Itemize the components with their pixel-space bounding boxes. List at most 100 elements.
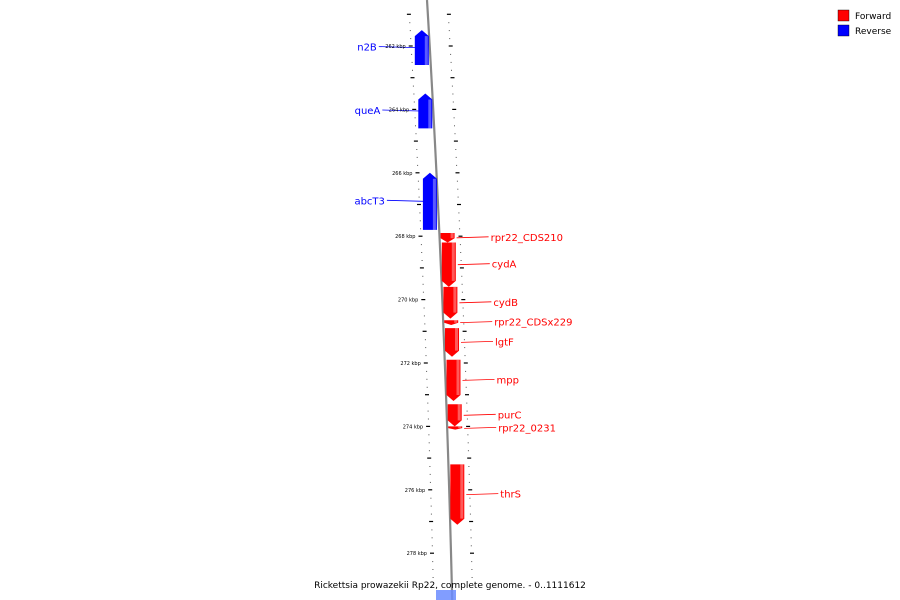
minor-tick-right <box>467 442 469 444</box>
minor-tick-left <box>429 466 431 467</box>
gene-leader-line <box>459 301 492 304</box>
minor-tick-left <box>420 244 422 246</box>
gene-cydb[interactable]: cydB <box>443 286 518 319</box>
gene-label: rpr22_CDS210 <box>491 233 563 244</box>
gene-leader-line <box>378 46 416 48</box>
minor-tick-right <box>451 85 453 87</box>
minor-tick-right <box>450 61 452 63</box>
gene-purc[interactable]: purC <box>447 404 522 427</box>
gene-shading <box>428 99 432 129</box>
minor-tick-right <box>456 164 458 166</box>
gene-mpp[interactable]: mpp <box>446 359 519 401</box>
minor-tick-left <box>422 275 424 277</box>
minor-tick-right <box>461 283 463 285</box>
minor-tick-left <box>420 228 422 230</box>
scroll-handle[interactable] <box>436 590 456 600</box>
minor-tick-right <box>448 30 450 32</box>
gene-label: purC <box>498 410 522 421</box>
minor-tick-left <box>421 252 423 253</box>
legend: Forward Reverse <box>837 9 892 37</box>
minor-tick-right <box>452 93 454 95</box>
minor-tick-right <box>467 450 469 452</box>
gene-shading <box>456 359 460 395</box>
minor-tick-right <box>469 497 471 499</box>
minor-tick-right <box>470 537 472 539</box>
gene-arrow <box>441 242 456 287</box>
gene-shading <box>432 178 436 230</box>
gene-label: n2B <box>357 43 377 54</box>
minor-tick-left <box>411 53 413 55</box>
minor-tick-right <box>460 252 462 253</box>
minor-tick-left <box>424 339 426 341</box>
legend-forward-swatch <box>837 9 850 22</box>
minor-tick-left <box>430 513 432 515</box>
minor-tick-left <box>426 370 428 372</box>
minor-tick-left <box>417 164 419 166</box>
minor-tick-right <box>453 117 455 119</box>
minor-tick-right <box>468 473 470 475</box>
minor-tick-left <box>424 323 426 325</box>
gene-leader-line <box>457 263 490 266</box>
minor-tick-left <box>418 188 420 190</box>
legend-reverse-label: Reverse <box>855 27 892 37</box>
gene-leader-line <box>382 109 420 112</box>
minor-tick-right <box>455 149 457 150</box>
gene-cyda[interactable]: cydA <box>441 242 517 287</box>
gene-thrs[interactable]: thrS <box>450 464 521 525</box>
kbp-label: 276 kbp <box>405 488 425 494</box>
minor-tick-right <box>469 513 471 515</box>
gene-leader-line <box>460 321 493 323</box>
minor-tick-left <box>428 442 430 444</box>
minor-tick-right <box>460 260 462 261</box>
gene-arrow <box>445 328 459 357</box>
gene-lgtf[interactable]: lgtF <box>445 328 514 357</box>
minor-tick-right <box>463 323 465 325</box>
minor-tick-left <box>429 481 431 483</box>
gene-shading <box>450 233 454 239</box>
minor-tick-right <box>466 418 468 420</box>
kbp-labels: 262 kbp 264 kbp 266 kbp 268 kbp 270 kbp 272 k… <box>385 44 427 557</box>
gene-label: lgtF <box>495 337 514 348</box>
kbp-label: 274 kbp <box>403 424 423 430</box>
minor-tick-right <box>466 402 468 404</box>
kbp-label: 262 kbp <box>385 44 405 50</box>
minor-tick-right <box>467 434 469 436</box>
minor-tick-left <box>432 561 434 563</box>
minor-tick-right <box>457 196 459 198</box>
minor-tick-left <box>415 125 416 127</box>
gene-label: queA <box>355 106 381 117</box>
minor-tick-left <box>419 220 421 222</box>
gene-leader-line <box>466 493 499 495</box>
minor-tick-left <box>419 212 421 214</box>
minor-tick-left <box>431 537 433 539</box>
gene-leader-line <box>464 427 497 429</box>
gene-n2b[interactable]: n2B <box>357 30 429 66</box>
minor-tick-right <box>454 125 455 127</box>
genome-backbone <box>425 0 454 600</box>
minor-tick-right <box>471 561 473 563</box>
minor-tick-right <box>469 505 471 507</box>
gene-label: abcT3 <box>354 196 384 207</box>
gene-rpr22-cds210[interactable]: rpr22_CDS210 <box>440 233 563 244</box>
gene-quea[interactable]: queA <box>355 93 433 129</box>
gene-shading <box>460 464 464 519</box>
gene-arrow <box>446 359 461 401</box>
gene-abct3[interactable]: abcT3 <box>354 172 437 230</box>
minor-tick-right <box>471 569 473 570</box>
minor-tick-left <box>425 347 427 349</box>
minor-tick-left <box>426 386 428 388</box>
minor-tick-right <box>468 466 470 467</box>
legend-item-forward[interactable]: Forward <box>837 9 891 22</box>
legend-item-reverse[interactable]: Reverse <box>837 24 892 37</box>
minor-tick-right <box>465 370 467 372</box>
minor-tick-left <box>409 22 411 24</box>
tick-marks <box>406 13 474 578</box>
gene-label: thrS <box>500 490 521 501</box>
gene-shading <box>424 36 428 65</box>
minor-tick-left <box>412 69 413 71</box>
gene-rpr22-cdsx229[interactable]: rpr22_CDSx229 <box>444 318 573 329</box>
kbp-label: 270 kbp <box>398 298 418 304</box>
gene-rpr22-0231[interactable]: rpr22_0231 <box>448 423 556 434</box>
gene-label: cydA <box>492 260 517 271</box>
